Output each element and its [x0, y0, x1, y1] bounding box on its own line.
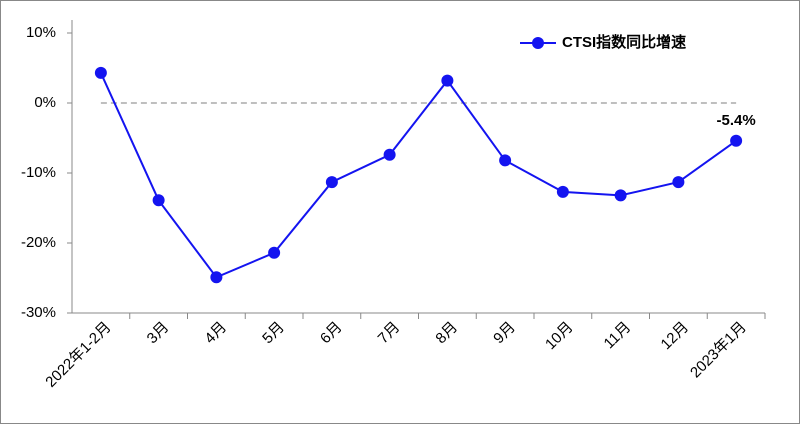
point: [556, 185, 569, 198]
y-tick-label: -30%: [21, 304, 56, 321]
y-tick-label: 0%: [34, 94, 56, 111]
point: [614, 189, 627, 202]
point: [94, 66, 107, 79]
point: [672, 176, 685, 189]
point: [441, 74, 454, 87]
data-label: -5.4%: [717, 112, 756, 129]
point: [325, 176, 338, 189]
y-tick-label: -20%: [21, 234, 56, 251]
y-tick-label: 10%: [26, 24, 56, 41]
point: [383, 148, 396, 161]
point: [499, 154, 512, 167]
point: [152, 194, 165, 207]
legend-label: CTSI指数同比增速: [562, 33, 686, 51]
point: [730, 134, 743, 147]
point: [268, 246, 281, 259]
y-tick-label: -10%: [21, 164, 56, 181]
series-line: [99, 72, 737, 279]
legend-marker: [532, 37, 544, 49]
point: [210, 271, 223, 284]
